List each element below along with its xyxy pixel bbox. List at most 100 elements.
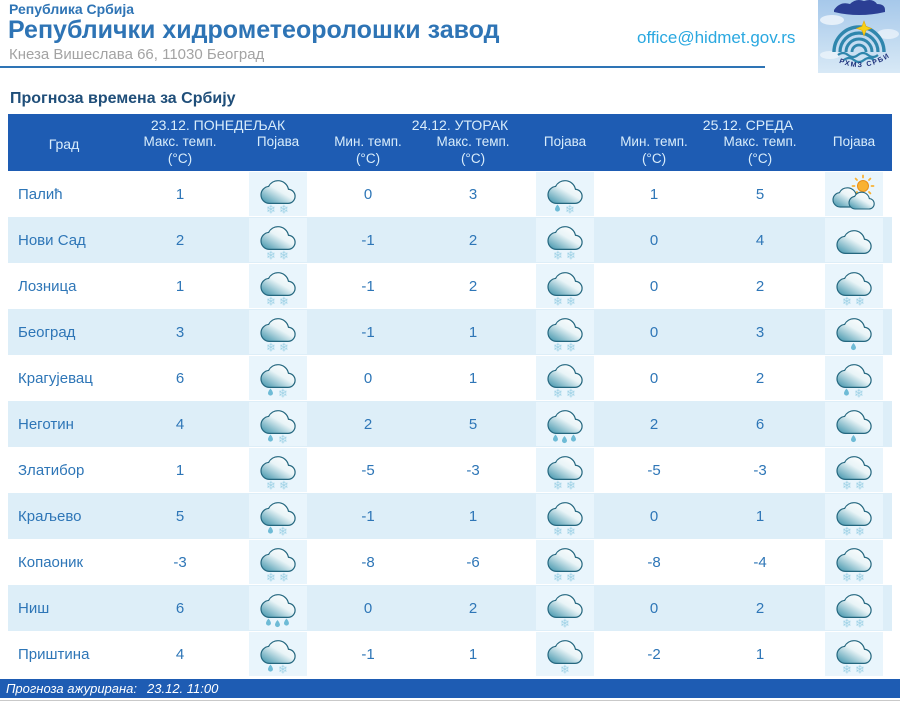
light-rain-icon <box>825 310 884 354</box>
column-header-min-temp: Мин. темп. (°C) <box>316 133 421 171</box>
table-row: Палић 1 ❄ ❄ 0 3 ❄ 1 5 <box>8 171 893 217</box>
temp-cell: 0 <box>649 231 659 249</box>
snow-icon: ❄ ❄ <box>536 356 595 400</box>
weather-icon-cell <box>816 401 892 447</box>
weather-icon-cell: ❄ <box>240 493 316 539</box>
temp-cell: 1 <box>468 645 478 663</box>
temp-cell: 3 <box>175 323 185 341</box>
snow-icon: ❄ ❄ <box>536 448 595 492</box>
weather-icon-cell: ❄ <box>526 631 604 677</box>
svg-text:❄: ❄ <box>279 203 289 215</box>
column-header-city: Град <box>8 114 120 171</box>
sleet-icon: ❄ <box>249 356 307 400</box>
snow-icon: ❄ ❄ <box>825 632 884 676</box>
temp-cell: 2 <box>649 415 659 433</box>
temp-cell: -3 <box>466 461 480 479</box>
svg-text:❄: ❄ <box>279 479 289 491</box>
light-rain-icon <box>825 402 884 446</box>
svg-text:❄: ❄ <box>842 479 852 491</box>
temp-cell: 0 <box>363 599 373 617</box>
weather-icon-cell: ❄ ❄ <box>526 263 604 309</box>
svg-text:❄: ❄ <box>566 525 576 537</box>
svg-text:❄: ❄ <box>266 341 276 353</box>
column-header-phenomenon: Појава <box>816 133 893 171</box>
page-title: Прогноза времена за Србију <box>10 90 236 107</box>
city-cell: Београд <box>18 323 76 341</box>
svg-text:❄: ❄ <box>842 295 852 307</box>
weather-icon-cell: ❄ ❄ <box>240 171 316 217</box>
temp-cell: 0 <box>649 369 659 387</box>
snow-icon: ❄ ❄ <box>825 264 884 308</box>
column-header-max-temp: Макс. темп. (°C) <box>420 133 527 171</box>
temp-cell: 4 <box>175 415 185 433</box>
temp-cell: 1 <box>755 507 765 525</box>
temp-cell: 5 <box>755 185 765 203</box>
weather-icon-cell: ❄ ❄ <box>526 355 604 401</box>
svg-text:❄: ❄ <box>553 571 563 583</box>
temp-cell: 0 <box>649 599 659 617</box>
temp-cell: 4 <box>175 645 185 663</box>
table-row: Ниш 6 0 2 ❄ 0 2 ❄ ❄ <box>8 585 893 631</box>
svg-text:❄: ❄ <box>266 203 276 215</box>
svg-text:❄: ❄ <box>266 571 276 583</box>
weather-icon-cell: ❄ ❄ <box>526 309 604 355</box>
table-row: Београд 3 ❄ ❄ -1 1 ❄ ❄ 0 3 <box>8 309 893 355</box>
rain-icon <box>536 402 595 446</box>
table-row: Приштина 4 ❄ -1 1 ❄ -2 1 ❄ ❄ <box>8 631 893 677</box>
light-snow-icon: ❄ <box>536 586 595 630</box>
weather-icon-cell: ❄ ❄ <box>816 263 892 309</box>
svg-text:❄: ❄ <box>560 617 570 629</box>
snow-icon: ❄ ❄ <box>825 586 884 630</box>
svg-text:❄: ❄ <box>553 479 563 491</box>
temp-cell: -8 <box>647 553 661 571</box>
sleet-icon: ❄ <box>536 172 595 216</box>
temp-cell: -2 <box>647 645 661 663</box>
weather-icon-cell: ❄ ❄ <box>816 585 892 631</box>
table-header: Град 23.12. ПОНЕДЕЉАК 24.12. УТОРАК 25.1… <box>8 114 893 171</box>
sleet-icon: ❄ <box>249 494 307 538</box>
temp-cell: 2 <box>468 599 478 617</box>
sleet-icon: ❄ <box>249 632 307 676</box>
temp-cell: 0 <box>649 323 659 341</box>
snow-icon: ❄ ❄ <box>825 448 884 492</box>
snow-icon: ❄ ❄ <box>536 218 595 262</box>
weather-icon-cell: ❄ ❄ <box>240 447 316 493</box>
weather-icon-cell: ❄ <box>240 631 316 677</box>
svg-text:❄: ❄ <box>566 387 576 399</box>
svg-text:❄: ❄ <box>842 571 852 583</box>
email-link[interactable]: office@hidmet.gov.rs <box>637 28 796 47</box>
svg-text:❄: ❄ <box>842 525 852 537</box>
day-header-tuesday: 24.12. УТОРАК <box>316 114 605 133</box>
weather-icon-cell: ❄ <box>816 355 892 401</box>
day-header-wednesday: 25.12. СРЕДА <box>604 114 893 133</box>
svg-text:❄: ❄ <box>854 387 864 399</box>
temp-cell: -5 <box>361 461 375 479</box>
city-cell: Нови Сад <box>18 231 86 249</box>
table-row: Краљево 5 ❄ -1 1 ❄ ❄ 0 1 ❄ ❄ <box>8 493 893 539</box>
svg-text:❄: ❄ <box>553 525 563 537</box>
temp-cell: 5 <box>175 507 185 525</box>
column-header-max-temp: Макс. темп. (°C) <box>704 133 817 171</box>
partly-cloudy-sun-icon <box>825 172 884 216</box>
temp-cell: -6 <box>466 553 480 571</box>
svg-text:❄: ❄ <box>855 663 865 675</box>
temp-cell: -3 <box>173 553 187 571</box>
rain-icon <box>249 586 307 630</box>
svg-text:❄: ❄ <box>566 295 576 307</box>
svg-text:❄: ❄ <box>278 433 288 445</box>
weather-icon-cell: ❄ <box>526 171 604 217</box>
city-cell: Палић <box>18 185 63 203</box>
svg-text:❄: ❄ <box>842 663 852 675</box>
city-cell: Краљево <box>18 507 82 525</box>
snow-icon: ❄ ❄ <box>249 218 307 262</box>
update-timestamp: 23.12. 11:00 <box>147 681 219 696</box>
temp-cell: 5 <box>468 415 478 433</box>
svg-text:❄: ❄ <box>560 663 570 675</box>
weather-icon-cell: ❄ ❄ <box>526 447 604 493</box>
weather-icon-cell: ❄ ❄ <box>240 263 316 309</box>
country-label: Република Србија <box>9 1 135 17</box>
weather-icon-cell: ❄ <box>526 585 604 631</box>
weather-icon-cell: ❄ ❄ <box>240 217 316 263</box>
weather-icon-cell: ❄ ❄ <box>816 447 892 493</box>
weather-icon-cell: ❄ ❄ <box>816 493 892 539</box>
